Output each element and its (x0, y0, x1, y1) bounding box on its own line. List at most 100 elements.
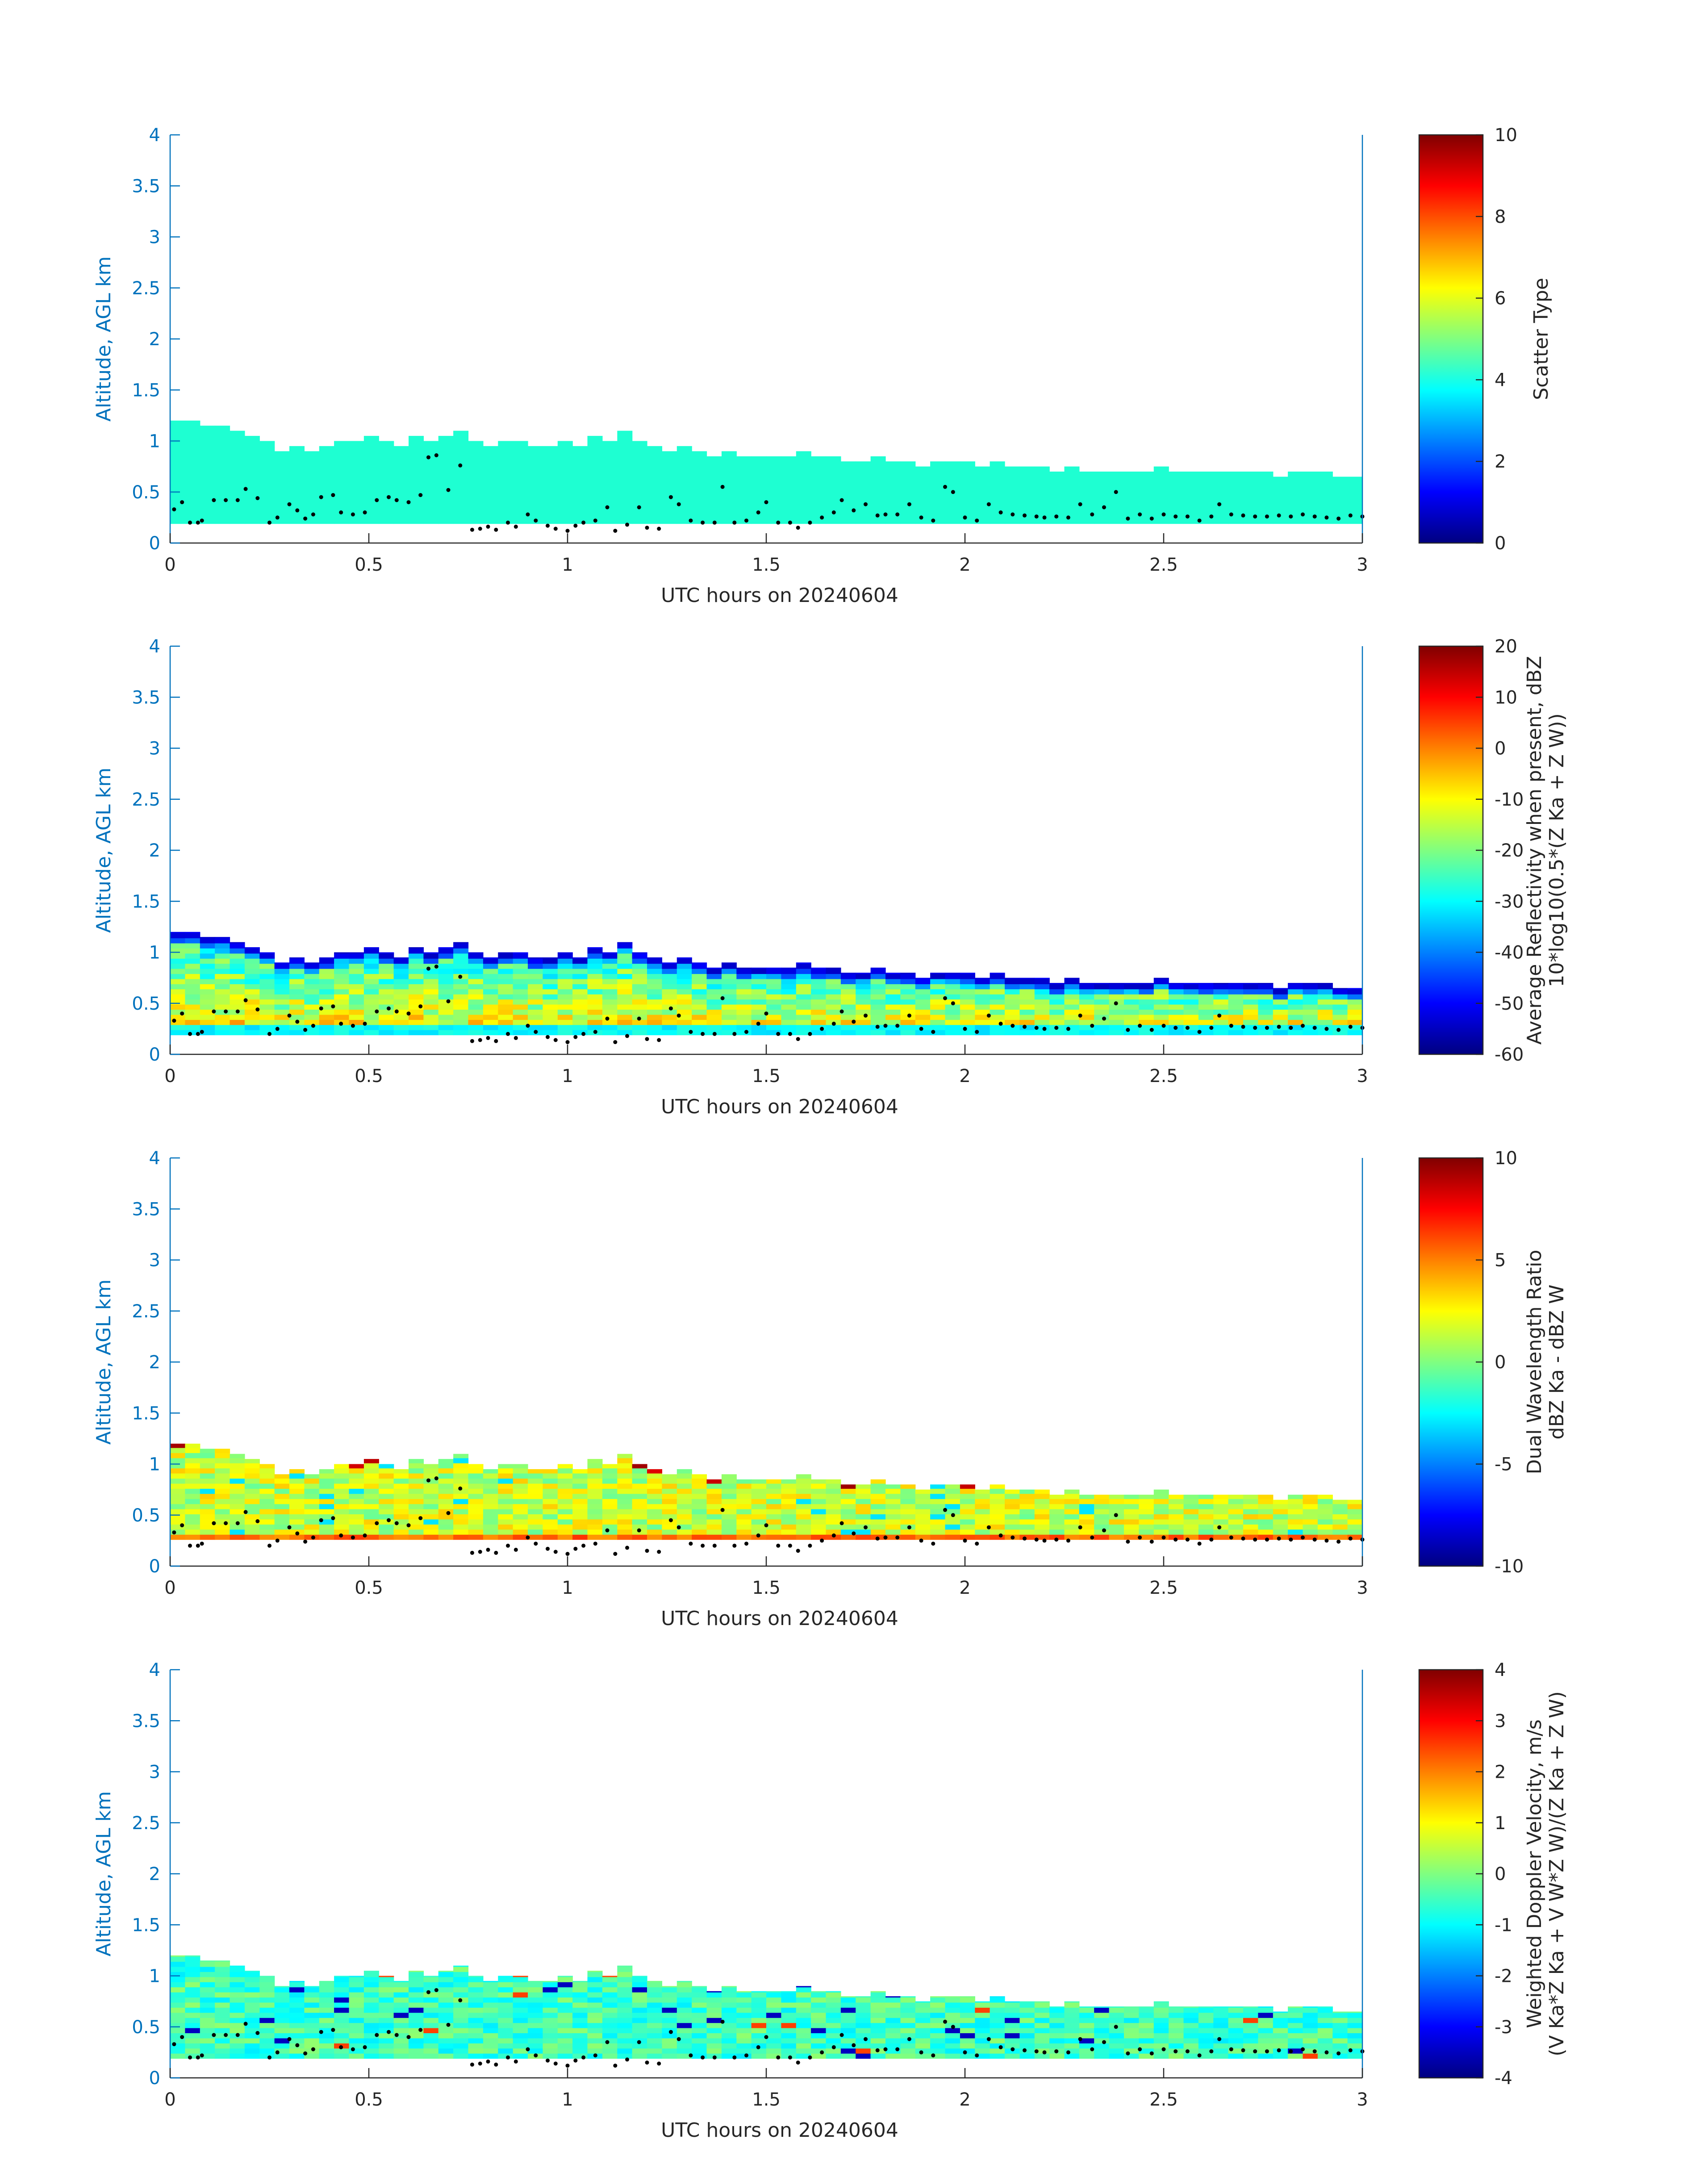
heatmap-cell (528, 957, 543, 959)
heatmap-cell (706, 1488, 722, 1494)
heatmap-cell (766, 1504, 781, 1509)
cloud-base-dot (188, 2055, 192, 2060)
cloud-base-dot (275, 1027, 280, 1031)
heatmap-cell (423, 467, 439, 473)
heatmap-cell (945, 1509, 960, 1514)
heatmap-cell (885, 1529, 901, 1535)
heatmap-cell (587, 1524, 603, 1530)
heatmap-cell (736, 493, 752, 498)
heatmap-cell (1079, 488, 1094, 493)
heatmap-cell (692, 2022, 707, 2028)
heatmap-cell (244, 1514, 260, 1520)
heatmap-cell (543, 1524, 558, 1530)
heatmap-cell (990, 1024, 1005, 1030)
heatmap-cell (990, 989, 1005, 994)
heatmap-cell (483, 963, 498, 969)
cloud-base-dot (919, 515, 923, 520)
heatmap-cell (379, 498, 394, 504)
heatmap-cell (274, 1504, 290, 1509)
heatmap-cell (379, 462, 394, 468)
heatmap-cell (811, 457, 827, 463)
heatmap-cell (289, 1524, 305, 1530)
heatmap-cell (766, 503, 781, 509)
heatmap-cell (781, 1488, 797, 1494)
heatmap-cell (1005, 2028, 1020, 2033)
heatmap-cell (349, 1519, 364, 1525)
heatmap-cell (885, 461, 901, 463)
heatmap-cell (632, 969, 647, 974)
heatmap-cell (751, 1997, 767, 2003)
heatmap-cell (572, 1992, 588, 1998)
heatmap-cell (572, 513, 588, 519)
heatmap-cell (334, 452, 350, 458)
heatmap-cell (274, 477, 290, 483)
heatmap-cell (423, 1004, 439, 1010)
heatmap-cell (706, 1997, 722, 2003)
heatmap-cell (617, 1499, 633, 1504)
heatmap-cell (453, 518, 469, 524)
heatmap-cell (170, 483, 185, 489)
heatmap-cell (244, 1504, 260, 1509)
cloud-base-dot (1066, 515, 1070, 520)
heatmap-cell (513, 969, 528, 974)
heatmap-cell (930, 978, 946, 984)
heatmap-cell (1198, 2033, 1214, 2039)
heatmap-cell (453, 1024, 469, 1030)
heatmap-cell (200, 503, 215, 509)
heatmap-cell (647, 1009, 662, 1015)
heatmap-cell (200, 477, 215, 483)
heatmap-cell (781, 2002, 797, 2008)
cloud-base-dot (975, 1542, 979, 1546)
heatmap-cell (766, 1493, 781, 1499)
heatmap-cell (483, 1509, 498, 1514)
heatmap-cell (244, 2048, 260, 2054)
heatmap-cell (1139, 1009, 1154, 1015)
cloud-base-dot (212, 2033, 216, 2037)
heatmap-cell (170, 1499, 185, 1504)
heatmap-cell (945, 973, 960, 974)
cloud-base-dot (1217, 502, 1222, 506)
heatmap-cell (319, 513, 334, 519)
heatmap-cell (498, 2007, 514, 2013)
cloud-base-dot (637, 1016, 641, 1021)
heatmap-cell (1019, 493, 1035, 498)
heatmap-cell (781, 1493, 797, 1499)
heatmap-cell (259, 1024, 275, 1030)
heatmap-cell (1139, 503, 1154, 509)
heatmap-cell (647, 994, 662, 1000)
heatmap-cell (870, 467, 886, 473)
cloud-base-dot (677, 1013, 681, 1018)
heatmap-cell (915, 1514, 931, 1520)
heatmap-cell (483, 1524, 498, 1530)
heatmap-cell (1183, 1504, 1199, 1509)
heatmap-cell (960, 2002, 975, 2008)
heatmap-cell (423, 1468, 439, 1474)
heatmap-cell (632, 441, 647, 443)
heatmap-cell (1228, 994, 1244, 1000)
heatmap-cell (930, 1504, 946, 1509)
heatmap-cell (319, 2033, 334, 2039)
heatmap-cell (736, 462, 752, 468)
heatmap-cell (1347, 1004, 1363, 1010)
heatmap-cell (379, 1534, 394, 1540)
heatmap-cell (602, 1514, 618, 1520)
heatmap-cell (930, 1014, 946, 1020)
heatmap-cell (632, 2033, 647, 2039)
heatmap-cell (1332, 1534, 1348, 1540)
colorbar-label: Average Reflectivity when present, dBZ (1523, 656, 1546, 1045)
heatmap-cell (1213, 2053, 1229, 2059)
heatmap-cell (632, 518, 647, 524)
heatmap-cell (1049, 2018, 1065, 2023)
heatmap-cell (1317, 2033, 1333, 2039)
heatmap-cell (363, 1514, 379, 1520)
heatmap-cell (498, 2028, 514, 2033)
heatmap-cell (483, 969, 498, 974)
heatmap-cell (617, 942, 633, 944)
heatmap-cell (423, 2033, 439, 2039)
heatmap-cell (811, 1504, 827, 1509)
heatmap-cell (259, 452, 275, 458)
heatmap-cell (721, 1478, 737, 1484)
heatmap-cell (1288, 984, 1303, 990)
heatmap-cell (438, 488, 454, 493)
cloud-base-dot (255, 1007, 260, 1011)
